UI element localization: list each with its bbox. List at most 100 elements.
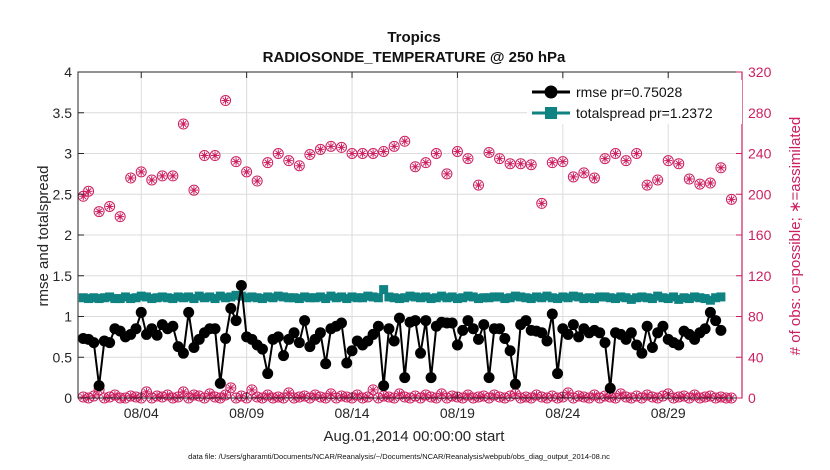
- totalspread-point: [394, 294, 404, 304]
- obs-possible-marker: [198, 150, 210, 162]
- rmse-point: [499, 333, 511, 345]
- obs-assimilated-marker: [643, 181, 652, 190]
- obs-assimilated-marker: [706, 391, 715, 400]
- obs-assimilated-marker: [706, 179, 715, 188]
- rmse-point: [641, 320, 653, 332]
- obs-possible-marker: [225, 382, 237, 394]
- obs-assimilated-marker: [126, 173, 135, 182]
- obs-possible-marker: [715, 162, 727, 174]
- obs-count-point: [220, 95, 232, 107]
- obs-possible-marker: [725, 193, 737, 205]
- totalspread-point: [690, 292, 700, 302]
- obs-possible-marker: [272, 148, 284, 159]
- obs-possible-marker: [420, 157, 432, 169]
- obs-count-point: [473, 179, 485, 191]
- obs-possible-marker: [262, 157, 274, 169]
- legend-rmse-label: rmse pr=0.75028: [576, 84, 682, 100]
- obs-count-point: [304, 149, 316, 161]
- totalspread-point: [595, 292, 605, 302]
- totalspread-point: [84, 294, 94, 304]
- obs-possible-marker: [283, 155, 295, 167]
- obs-assimilated-marker: [237, 391, 246, 400]
- obs-assimilated-marker: [495, 154, 504, 163]
- rmse-point: [293, 337, 305, 349]
- obs-assimilated-marker: [174, 392, 183, 401]
- obs-assimilated-marker: [89, 391, 98, 400]
- x-axis-label: Aug.01,2014 00:00:00 start: [324, 428, 506, 445]
- obs-assimilated-marker: [179, 119, 188, 128]
- rmse-point: [673, 339, 685, 351]
- obs-possible-marker: [335, 141, 347, 153]
- rmse-series: [77, 280, 727, 394]
- obs-assimilated-marker: [516, 159, 525, 168]
- obs-count-low-point: [367, 384, 379, 396]
- totalspread-point: [489, 292, 499, 302]
- obs-count-point: [652, 174, 664, 186]
- rmse-point: [335, 317, 347, 329]
- obs-assimilated-marker: [158, 171, 167, 180]
- totalspread-point: [463, 291, 473, 301]
- obs-count-point: [367, 148, 379, 159]
- obs-count-point: [399, 135, 411, 147]
- obs-assimilated-marker: [116, 212, 125, 221]
- chart-subtitle: RADIOSONDE_TEMPERATURE @ 250 hPa: [263, 49, 566, 66]
- axes: 08/04 08/09 08/14 08/19 08/24 08/29 0 0.5 1 1.5 2 2…: [53, 64, 772, 421]
- totalspread-point: [452, 294, 462, 304]
- totalspread-point: [342, 294, 352, 304]
- legend: rmse pr=0.75028 totalspread pr=1.2372: [527, 80, 742, 124]
- rmse-point: [604, 382, 616, 394]
- obs-assimilated-marker: [532, 390, 541, 399]
- obs-assimilated-marker: [632, 391, 641, 400]
- obs-count-point: [673, 158, 685, 170]
- y-right-tick-label: 240: [748, 146, 772, 162]
- totalspread-point: [674, 294, 684, 304]
- obs-possible-marker: [399, 135, 411, 147]
- obs-assimilated-marker: [221, 96, 230, 105]
- totalspread-point: [437, 291, 447, 301]
- totalspread-point: [231, 290, 241, 300]
- obs-possible-marker: [620, 155, 632, 167]
- obs-possible-marker: [388, 140, 400, 152]
- totalspread-point: [431, 293, 441, 303]
- obs-possible-marker: [378, 145, 390, 157]
- rmse-point: [562, 328, 574, 340]
- totalspread-point: [331, 293, 341, 303]
- rmse-point: [457, 324, 469, 336]
- y-left-tick-label: 1.5: [53, 268, 73, 284]
- rmse-point: [415, 347, 427, 359]
- obs-count-point: [388, 140, 400, 152]
- obs-assimilated-marker: [437, 389, 446, 398]
- legend-rmse-marker: [544, 85, 558, 99]
- rmse-point: [715, 324, 727, 336]
- obs-count-low-point: [362, 391, 374, 403]
- obs-assimilated-marker: [211, 151, 220, 160]
- obs-possible-marker: [293, 160, 305, 172]
- obs-count-low-point: [177, 386, 189, 398]
- obs-assimilated-marker: [400, 137, 409, 146]
- obs-count-low-point: [225, 382, 237, 394]
- totalspread-point: [563, 293, 573, 303]
- y-left-tick-label: 1: [64, 309, 72, 325]
- totalspread-point: [505, 293, 515, 303]
- totalspread-point: [611, 294, 621, 304]
- totalspread-point: [526, 294, 536, 304]
- obs-count-point: [494, 153, 506, 165]
- rmse-point: [135, 306, 147, 318]
- obs-assimilated-marker: [200, 151, 209, 160]
- totalspread-point: [553, 294, 563, 304]
- rmse-point: [341, 357, 353, 369]
- obs-assimilated-marker: [247, 385, 256, 394]
- x-tick-label: 08/24: [545, 405, 580, 421]
- rmse-point: [594, 327, 606, 339]
- rmse-point: [494, 323, 506, 335]
- rmse-point: [151, 329, 163, 341]
- obs-count-point: [578, 167, 590, 179]
- x-tick-label: 08/14: [335, 405, 370, 421]
- obs-assimilated-marker: [284, 388, 293, 397]
- obs-assimilated-marker: [421, 158, 430, 167]
- totalspread-point: [426, 294, 436, 304]
- obs-count-point: [451, 145, 463, 157]
- obs-possible-marker: [515, 158, 527, 170]
- obs-assimilated-marker: [326, 142, 335, 151]
- obs-assimilated-marker: [84, 187, 93, 196]
